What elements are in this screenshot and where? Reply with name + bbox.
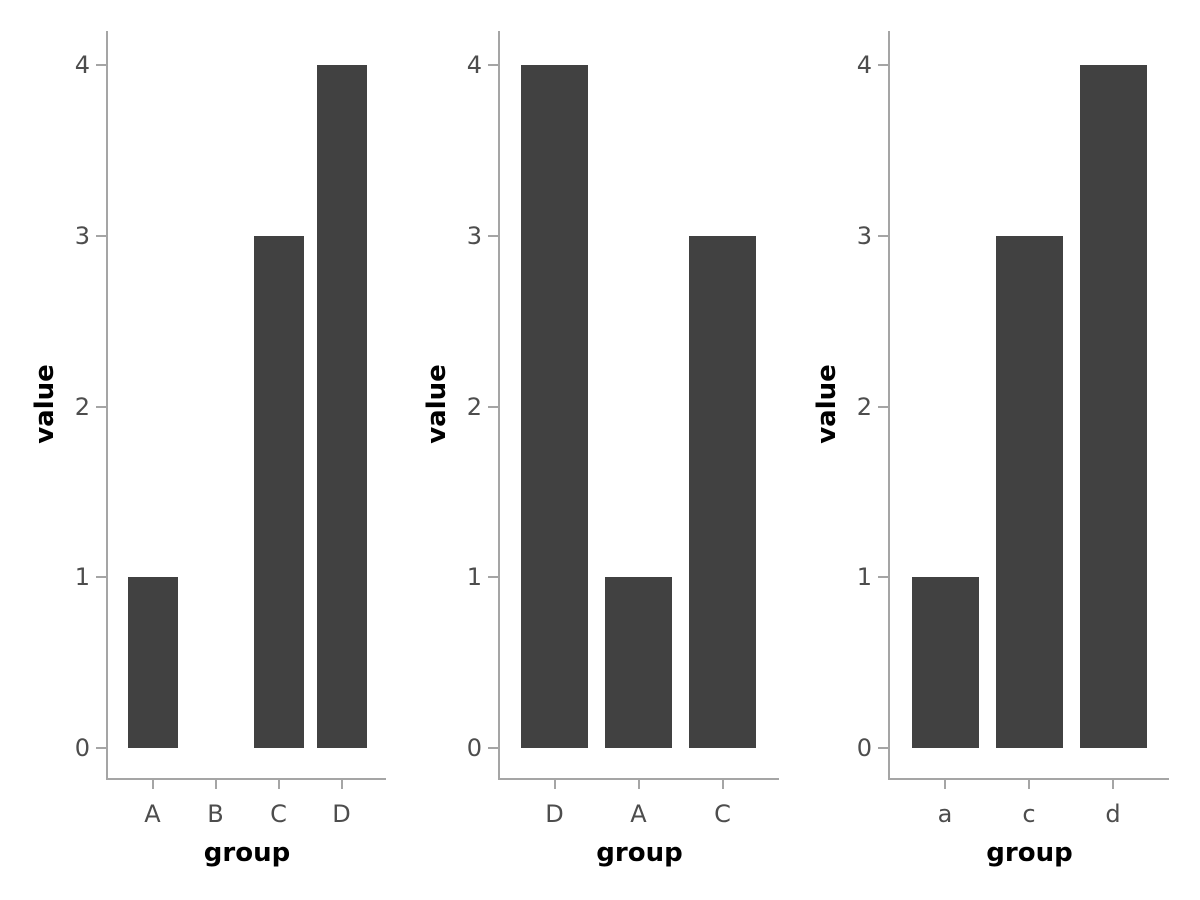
y-tick-label: 0 — [74, 734, 90, 762]
y-tick-label: 0 — [466, 734, 482, 762]
y-tick — [488, 747, 498, 749]
bar — [912, 577, 979, 748]
x-axis-line — [498, 778, 779, 780]
y-tick-label: 4 — [856, 51, 872, 79]
x-tick — [277, 780, 280, 789]
y-tick — [878, 747, 888, 749]
x-tick-label: D — [545, 800, 564, 828]
y-tick-label: 0 — [856, 734, 872, 762]
x-tick-label: c — [1022, 800, 1036, 828]
x-axis-title: group — [596, 838, 683, 868]
x-axis-title: group — [986, 838, 1073, 868]
y-tick — [488, 406, 498, 408]
y-tick — [878, 576, 888, 578]
y-tick-label: 1 — [466, 563, 482, 591]
y-tick — [96, 64, 106, 66]
x-tick — [1112, 780, 1114, 789]
x-tick — [1028, 780, 1030, 789]
x-tick-label: d — [1105, 800, 1121, 828]
bar — [996, 236, 1063, 748]
y-tick-label: 1 — [74, 563, 90, 591]
y-tick-label: 3 — [74, 222, 90, 250]
bar — [605, 577, 672, 748]
bar — [1080, 65, 1147, 748]
y-tick-label: 2 — [466, 393, 482, 421]
y-tick-label: 4 — [74, 51, 90, 79]
y-tick-label: 3 — [856, 222, 872, 250]
bar — [521, 65, 588, 748]
y-tick-label: 2 — [74, 393, 90, 421]
x-tick-label: A — [144, 800, 161, 828]
y-axis-line — [498, 31, 500, 780]
y-axis-line — [888, 31, 890, 780]
y-tick — [878, 235, 888, 237]
y-tick — [488, 235, 498, 237]
x-tick — [340, 780, 343, 789]
x-tick — [214, 780, 217, 789]
x-tick — [637, 780, 640, 789]
x-tick-label: A — [630, 800, 647, 828]
y-tick-label: 4 — [466, 51, 482, 79]
y-tick — [488, 576, 498, 578]
y-tick — [488, 64, 498, 66]
x-axis-line — [888, 778, 1169, 780]
x-tick-label: D — [332, 800, 351, 828]
bar — [254, 236, 304, 748]
bar — [689, 236, 756, 748]
bar — [128, 577, 178, 748]
y-tick — [96, 406, 106, 408]
x-tick — [553, 780, 556, 789]
bar — [317, 65, 367, 748]
y-tick — [878, 64, 888, 66]
y-tick-label: 2 — [856, 393, 872, 421]
x-tick-label: a — [937, 800, 953, 828]
x-tick — [721, 780, 724, 789]
x-axis-line — [106, 778, 386, 780]
x-tick — [151, 780, 154, 789]
y-tick-label: 3 — [466, 222, 482, 250]
y-tick-label: 1 — [856, 563, 872, 591]
y-tick — [96, 235, 106, 237]
y-tick — [96, 576, 106, 578]
x-tick-label: C — [714, 800, 731, 828]
y-axis-line — [106, 31, 108, 780]
y-tick — [96, 747, 106, 749]
x-tick — [944, 780, 946, 789]
x-axis-title: group — [203, 838, 291, 868]
y-tick — [878, 406, 888, 408]
x-tick-label: B — [207, 800, 224, 828]
x-tick-label: C — [270, 800, 287, 828]
y-axis-title: value — [812, 364, 842, 444]
